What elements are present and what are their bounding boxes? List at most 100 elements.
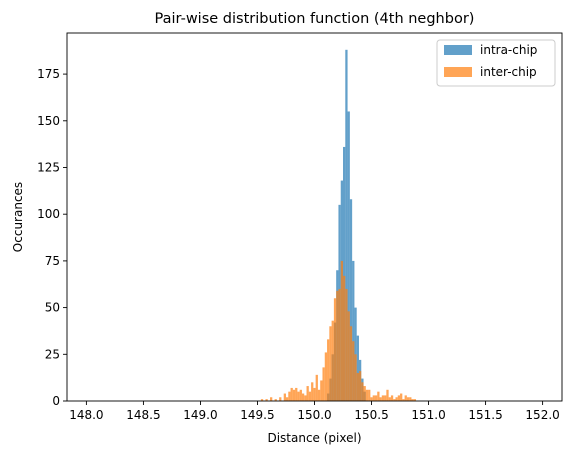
x-axis-label: Distance (pixel) — [267, 431, 361, 445]
y-tick-label: 175 — [37, 67, 60, 81]
bar-inter-chip-44 — [372, 395, 375, 401]
bar-inter-chip-35 — [352, 341, 355, 401]
bar-inter-chip-51 — [388, 397, 391, 401]
bar-inter-chip-47 — [379, 397, 382, 401]
x-tick-label: 151.0 — [411, 408, 445, 422]
bar-inter-chip-57 — [402, 399, 405, 401]
bar-inter-chip-28 — [336, 290, 339, 401]
y-tick-label: 50 — [45, 301, 60, 315]
bar-inter-chip-21 — [320, 380, 323, 401]
bar-inter-chip-31 — [343, 275, 346, 401]
bar-inter-chip-54 — [395, 397, 398, 401]
bar-inter-chip-16 — [308, 391, 312, 401]
x-tick-label: 150.0 — [297, 408, 331, 422]
bar-inter-chip-17 — [311, 382, 314, 401]
bar-inter-chip-61 — [411, 399, 414, 401]
bar-inter-chip-19 — [315, 374, 318, 401]
bar-inter-chip-18 — [313, 387, 316, 401]
bar-inter-chip-14 — [304, 395, 307, 401]
bar-inter-chip-22 — [322, 367, 325, 401]
bar-inter-chip-3 — [274, 399, 277, 401]
y-axis-label: Occurances — [11, 182, 25, 252]
bar-inter-chip-15 — [306, 386, 309, 401]
bar-inter-chip-27 — [333, 298, 337, 401]
bar-intra-chip-9 — [347, 111, 350, 402]
bar-inter-chip-4 — [279, 397, 282, 401]
bar-inter-chip-6 — [285, 397, 289, 401]
bar-inter-chip-0 — [260, 399, 264, 401]
bar-inter-chip-55 — [397, 395, 401, 401]
bar-inter-chip-50 — [386, 389, 389, 401]
chart-title: Pair-wise distribution function (4th neg… — [155, 11, 475, 27]
y-tick-label: 25 — [45, 347, 60, 361]
bar-inter-chip-38 — [358, 371, 362, 401]
bar-inter-chip-10 — [295, 387, 298, 401]
x-tick-label: 150.5 — [354, 408, 388, 422]
inter-chip-bars — [260, 260, 417, 401]
x-tick-label: 148.5 — [126, 408, 160, 422]
bar-intra-chip-11 — [352, 260, 355, 401]
x-tick-label: 148.0 — [69, 408, 103, 422]
bar-inter-chip-32 — [345, 288, 348, 401]
legend-swatch-intra-chip — [444, 45, 472, 55]
bar-inter-chip-56 — [400, 393, 403, 401]
legend-label-inter-chip: inter-chip — [480, 65, 537, 79]
bar-intra-chip-7 — [343, 146, 346, 401]
bar-inter-chip-39 — [361, 382, 364, 401]
y-tick-label: 0 — [52, 394, 60, 408]
bar-inter-chip-11 — [297, 391, 300, 401]
bar-inter-chip-20 — [317, 389, 321, 401]
bar-inter-chip-62 — [413, 399, 417, 401]
legend-label-intra-chip: intra-chip — [480, 43, 537, 57]
bar-inter-chip-60 — [409, 397, 412, 401]
bar-inter-chip-34 — [349, 326, 353, 401]
bar-inter-chip-8 — [290, 387, 293, 401]
bar-inter-chip-29 — [338, 288, 341, 401]
axes-background — [67, 33, 562, 401]
bar-inter-chip-40 — [363, 386, 366, 401]
x-axis-ticks: 148.0 148.5 149.0 149.5 150.0 150.5 151.0 151.5… — [69, 401, 560, 422]
y-tick-label: 100 — [37, 207, 60, 221]
bar-inter-chip-2 — [270, 397, 273, 401]
bar-inter-chip-59 — [406, 397, 410, 401]
bar-inter-chip-52 — [390, 395, 394, 401]
bar-inter-chip-37 — [356, 372, 359, 401]
bar-inter-chip-24 — [327, 339, 330, 401]
bar-inter-chip-58 — [404, 395, 407, 401]
x-tick-label: 149.5 — [240, 408, 274, 422]
bar-inter-chip-53 — [393, 399, 396, 401]
legend-swatch-inter-chip — [444, 67, 472, 77]
y-tick-label: 125 — [37, 160, 60, 174]
bar-inter-chip-25 — [329, 326, 332, 401]
bar-inter-chip-5 — [283, 393, 286, 401]
bar-inter-chip-23 — [324, 352, 328, 401]
bar-inter-chip-13 — [301, 393, 305, 401]
x-tick-label: 149.0 — [183, 408, 217, 422]
bar-inter-chip-41 — [365, 389, 369, 401]
bar-inter-chip-9 — [292, 389, 296, 401]
bar-inter-chip-45 — [374, 395, 378, 401]
bar-inter-chip-26 — [331, 320, 334, 401]
y-axis-ticks: 0 25 50 75 100 125 150 175 — [37, 67, 67, 408]
bar-inter-chip-7 — [288, 391, 291, 401]
bar-intra-chip-13 — [356, 335, 359, 401]
y-tick-label: 150 — [37, 114, 60, 128]
x-tick-label: 152.0 — [525, 408, 559, 422]
bar-inter-chip-1 — [265, 399, 268, 401]
bar-inter-chip-30 — [340, 260, 344, 401]
bar-inter-chip-36 — [354, 354, 357, 401]
bar-inter-chip-33 — [347, 311, 350, 401]
bar-intra-chip-10 — [349, 199, 353, 401]
bar-inter-chip-46 — [377, 391, 380, 401]
x-tick-label: 151.5 — [468, 408, 502, 422]
bar-inter-chip-12 — [299, 389, 302, 401]
bar-inter-chip-43 — [370, 397, 373, 401]
bar-inter-chip-42 — [368, 389, 371, 401]
bar-inter-chip-48 — [381, 395, 385, 401]
plot-area — [66, 32, 563, 402]
bar-inter-chip-49 — [384, 395, 387, 401]
y-tick-label: 75 — [45, 254, 60, 268]
bar-intra-chip-8 — [345, 49, 348, 402]
legend: intra-chip inter-chip — [436, 39, 556, 87]
